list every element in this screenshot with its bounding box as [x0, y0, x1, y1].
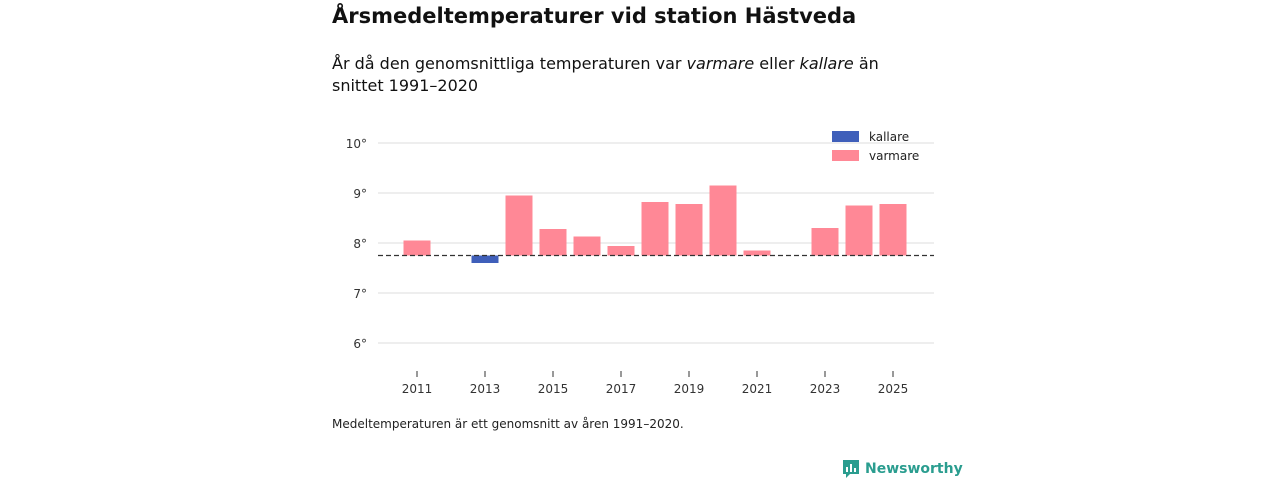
y-tick-label: 9° — [353, 187, 367, 201]
x-tick-label: 2023 — [810, 382, 841, 396]
bar-2019 — [675, 204, 703, 256]
bar-2025 — [879, 204, 907, 256]
subtitle-suffix: än snittet 1991–2020 — [332, 54, 879, 95]
y-tick-label: 6° — [353, 337, 367, 351]
subtitle-warm: varmare — [686, 54, 755, 73]
x-tick-label: 2015 — [538, 382, 569, 396]
bar-2018 — [641, 202, 669, 256]
bar-2023 — [811, 228, 839, 256]
bar-2016 — [573, 236, 601, 256]
footnote: Medeltemperaturen är ett genomsnitt av å… — [332, 417, 684, 431]
subtitle-mid: eller — [754, 54, 800, 73]
bar-2017 — [607, 246, 635, 256]
bar-2014 — [505, 195, 533, 256]
x-tick-label: 2017 — [606, 382, 637, 396]
legend-swatch-cold — [832, 131, 859, 142]
x-tick-label: 2019 — [674, 382, 705, 396]
subtitle-prefix: År då den genomsnittliga temperaturen va… — [332, 54, 687, 73]
x-tick-label: 2013 — [470, 382, 501, 396]
bar-2015 — [539, 229, 567, 256]
y-tick-label: 8° — [353, 237, 367, 251]
legend-label-cold: kallare — [869, 130, 909, 144]
legend-label-warm: varmare — [869, 149, 919, 163]
bar-2020 — [709, 185, 737, 256]
temperature-bar-chart: 6° 7° 8° 9° 10° 2011 2013 2015 2017 2019 2021 2023 2… — [346, 130, 934, 396]
bar-2021 — [743, 250, 771, 256]
bar-2011 — [403, 240, 431, 256]
chart-title: Årsmedeltemperaturer vid station Hästved… — [332, 4, 857, 28]
y-tick-label: 10° — [346, 137, 367, 151]
newsworthy-logo-icon — [843, 460, 859, 478]
y-tick-label: 7° — [353, 287, 367, 301]
legend-swatch-warm — [832, 150, 859, 161]
brand-name: Newsworthy — [865, 461, 963, 477]
x-tick-label: 2025 — [878, 382, 909, 396]
brand[interactable]: Newsworthy — [842, 458, 963, 480]
x-tick-label: 2011 — [402, 382, 433, 396]
chart-subtitle: År då den genomsnittliga temperaturen va… — [332, 53, 932, 97]
x-tick-label: 2021 — [742, 382, 773, 396]
bar-2024 — [845, 205, 873, 256]
bar-2013 — [471, 255, 499, 263]
subtitle-cold: kallare — [799, 54, 854, 73]
